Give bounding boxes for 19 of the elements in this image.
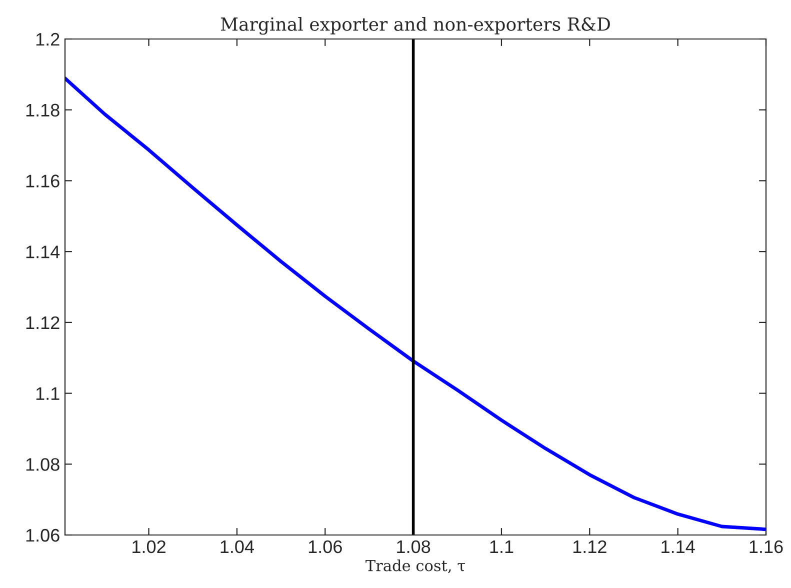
chart-title: Marginal exporter and non-exporters R&D — [220, 16, 610, 35]
y-tick-label: 1.12 — [26, 316, 60, 329]
y-tick-label: 1.16 — [26, 174, 60, 188]
x-tick-label: 1.06 — [308, 540, 342, 554]
x-axis-title: Trade cost, τ — [366, 559, 466, 574]
y-tick-label: 1.2 — [36, 32, 60, 46]
line-series — [65, 76, 766, 532]
y-tick-label: 1.08 — [26, 458, 60, 471]
x-tick-label: 1.04 — [220, 540, 254, 554]
x-tick-label: 1.12 — [573, 540, 606, 553]
y-tick-label: 1.14 — [26, 246, 60, 258]
x-tick-label: 1.14 — [662, 540, 695, 553]
x-tick-label: 1.08 — [397, 540, 430, 554]
x-tick-label: 1.02 — [132, 540, 166, 554]
x-tick-label: 1.16 — [750, 540, 783, 554]
y-tick-label: 1.1 — [36, 387, 60, 400]
y-tick-label: 1.06 — [26, 528, 60, 542]
y-tick-label: 1.18 — [26, 104, 60, 117]
x-tick-label: 1.1 — [490, 540, 514, 553]
